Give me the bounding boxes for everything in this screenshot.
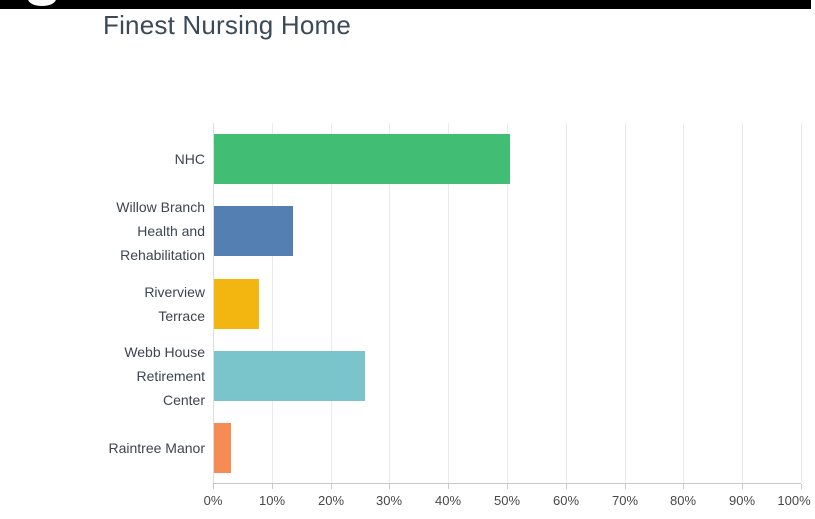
chart-bar-webb-house-retirement-center bbox=[214, 351, 365, 401]
x-tick-label: 20% bbox=[317, 493, 345, 508]
gridline bbox=[566, 123, 567, 483]
chart-bar-raintree-manor bbox=[214, 423, 231, 473]
chart-title: Finest Nursing Home bbox=[103, 10, 351, 40]
gridline bbox=[448, 123, 449, 483]
gridline bbox=[389, 123, 390, 483]
gridline bbox=[331, 123, 332, 483]
category-label: Raintree Manor bbox=[108, 440, 206, 456]
plot-area bbox=[213, 123, 802, 489]
chart-bar-nhc bbox=[214, 134, 510, 184]
gridline bbox=[272, 123, 273, 483]
x-tick-label: 50% bbox=[493, 493, 521, 508]
x-tick-label: 0% bbox=[203, 493, 223, 508]
gridline bbox=[683, 123, 684, 483]
category-label: Webb House Retirement Center bbox=[124, 344, 205, 408]
axis-tick-mark bbox=[742, 484, 743, 489]
gridline bbox=[742, 123, 743, 483]
axis-tick-mark bbox=[507, 484, 508, 489]
x-tick-label: 30% bbox=[375, 493, 403, 508]
axis-tick-mark bbox=[331, 484, 332, 489]
axis-tick-mark bbox=[272, 484, 273, 489]
category-label: Riverview Terrace bbox=[144, 284, 205, 324]
cropped-white-circle-icon bbox=[28, 0, 56, 6]
chart-bar-willow-branch-health-and-rehabilitation bbox=[214, 206, 293, 256]
x-tick-label: 10% bbox=[258, 493, 286, 508]
gridline bbox=[625, 123, 626, 483]
axis-tick-mark bbox=[625, 484, 626, 489]
x-tick-label: 70% bbox=[611, 493, 639, 508]
category-label: Willow Branch Health and Rehabilitation bbox=[116, 199, 205, 263]
gridline bbox=[213, 123, 214, 483]
category-label: NHC bbox=[174, 151, 205, 167]
x-tick-label: 90% bbox=[728, 493, 756, 508]
axis-tick-mark bbox=[389, 484, 390, 489]
gridline bbox=[801, 123, 802, 483]
axis-tick-mark bbox=[448, 484, 449, 489]
axis-tick-mark bbox=[683, 484, 684, 489]
x-tick-label: 40% bbox=[434, 493, 462, 508]
axis-tick-mark bbox=[801, 484, 802, 489]
chart-bar-riverview-terrace bbox=[214, 279, 259, 329]
x-tick-label: 80% bbox=[669, 493, 697, 508]
axis-tick-mark bbox=[213, 484, 214, 489]
gridline bbox=[507, 123, 508, 483]
x-tick-label: 60% bbox=[552, 493, 580, 508]
x-tick-label: 100% bbox=[777, 493, 811, 508]
top-black-bar bbox=[0, 0, 811, 9]
axis-tick-mark bbox=[566, 484, 567, 489]
